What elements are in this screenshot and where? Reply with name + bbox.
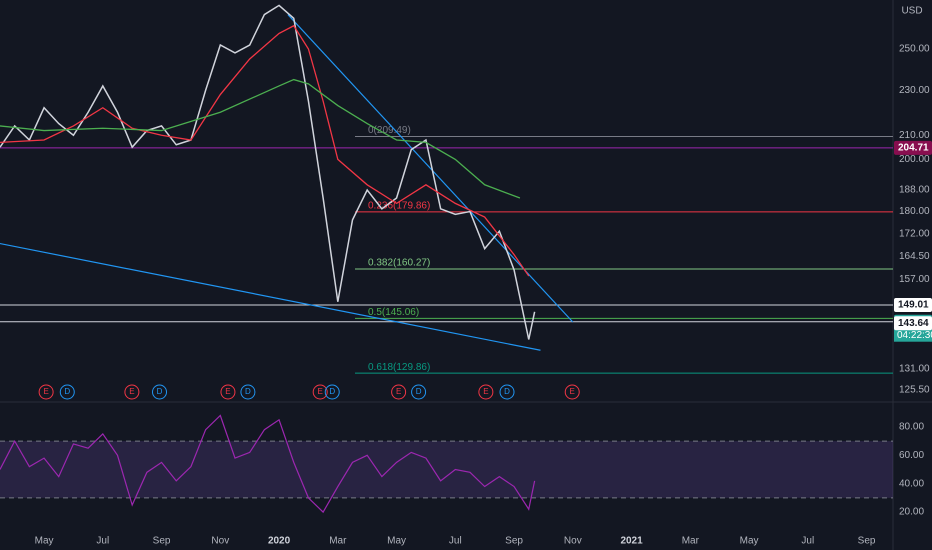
event-label: E — [43, 387, 48, 396]
currency: USD — [901, 6, 922, 17]
moving-average — [0, 78, 521, 199]
y-tick-label: 188.00 — [899, 185, 930, 196]
price-label: 149.01 — [898, 300, 929, 311]
event-label: D — [329, 387, 335, 396]
event-marker — [38, 384, 54, 400]
event-marker — [312, 384, 328, 400]
event-marker — [478, 384, 494, 400]
rsi-tick-label: 80.00 — [899, 422, 924, 433]
countdown-box — [894, 328, 932, 342]
y-tick-label: 230.00 — [899, 85, 930, 96]
event-label: D — [64, 387, 70, 396]
price-label-box — [894, 298, 932, 313]
y-tick-label: 172.00 — [899, 229, 930, 240]
event-label: E — [483, 387, 488, 396]
x-tick-label: Jul — [801, 536, 814, 547]
fib-label: 0.618(129.86) — [368, 362, 430, 373]
price-label: 204.71 — [898, 143, 929, 154]
rsi-tick-label: 20.00 — [899, 507, 924, 518]
fib-label: 0(209.49) — [368, 125, 411, 136]
event-marker — [124, 384, 140, 400]
event-label: D — [245, 387, 251, 396]
x-tick-label: Jul — [96, 536, 109, 547]
event-marker — [391, 384, 407, 400]
price-label-box — [894, 316, 932, 331]
x-tick-label: May — [740, 536, 759, 547]
event-label: E — [225, 387, 230, 396]
y-tick-label: 131.00 — [899, 363, 930, 374]
fib-label: 0.5(145.06) — [368, 307, 419, 318]
x-tick-label: Mar — [682, 536, 700, 547]
price-line-series — [0, 4, 536, 340]
y-tick-label: 164.50 — [899, 251, 930, 262]
trendline — [0, 242, 541, 351]
y-tick-label: 200.00 — [899, 154, 930, 165]
event-label: E — [129, 387, 134, 396]
event-marker — [240, 384, 256, 400]
event-label: E — [318, 387, 323, 396]
price-label-box — [894, 140, 932, 155]
event-label: D — [157, 387, 163, 396]
x-tick-label: Sep — [505, 536, 523, 547]
x-tick-label: May — [35, 536, 54, 547]
rsi-tick-label: 60.00 — [899, 450, 924, 461]
x-tick-label: Mar — [329, 536, 347, 547]
event-label: E — [570, 387, 575, 396]
event-marker — [324, 384, 340, 400]
rsi-tick-label: 40.00 — [899, 478, 924, 489]
y-tick-label: 250.00 — [899, 44, 930, 55]
y-tick-label: 157.00 — [899, 274, 930, 285]
event-marker — [564, 384, 580, 400]
x-tick-label: Jul — [449, 536, 462, 547]
event-marker — [220, 384, 236, 400]
x-tick-label: Sep — [153, 536, 171, 547]
x-tick-label: May — [387, 536, 406, 547]
event-label: D — [504, 387, 510, 396]
y-tick-label: 210.00 — [899, 130, 930, 141]
rsi-line — [0, 414, 536, 514]
fib-label: 0.382(160.27) — [368, 258, 430, 269]
x-tick-label: Nov — [211, 536, 229, 547]
fib-label: 0.236(179.86) — [368, 201, 430, 212]
y-tick-label: 180.00 — [899, 206, 930, 217]
x-tick-label: 2021 — [620, 536, 643, 547]
event-marker — [152, 384, 168, 400]
event-marker — [411, 384, 427, 400]
x-tick-label: Nov — [564, 536, 582, 547]
x-tick-label: 2020 — [268, 536, 291, 547]
countdown: 04:22:30 — [897, 330, 932, 341]
event-marker — [59, 384, 75, 400]
y-tick-label: 125.50 — [899, 385, 930, 396]
price-label: 143.64 — [898, 318, 929, 329]
event-label: D — [416, 387, 422, 396]
event-marker — [499, 384, 515, 400]
rsi-band — [0, 441, 893, 498]
x-tick-label: Sep — [858, 536, 876, 547]
event-label: E — [396, 387, 401, 396]
moving-average — [0, 24, 530, 277]
